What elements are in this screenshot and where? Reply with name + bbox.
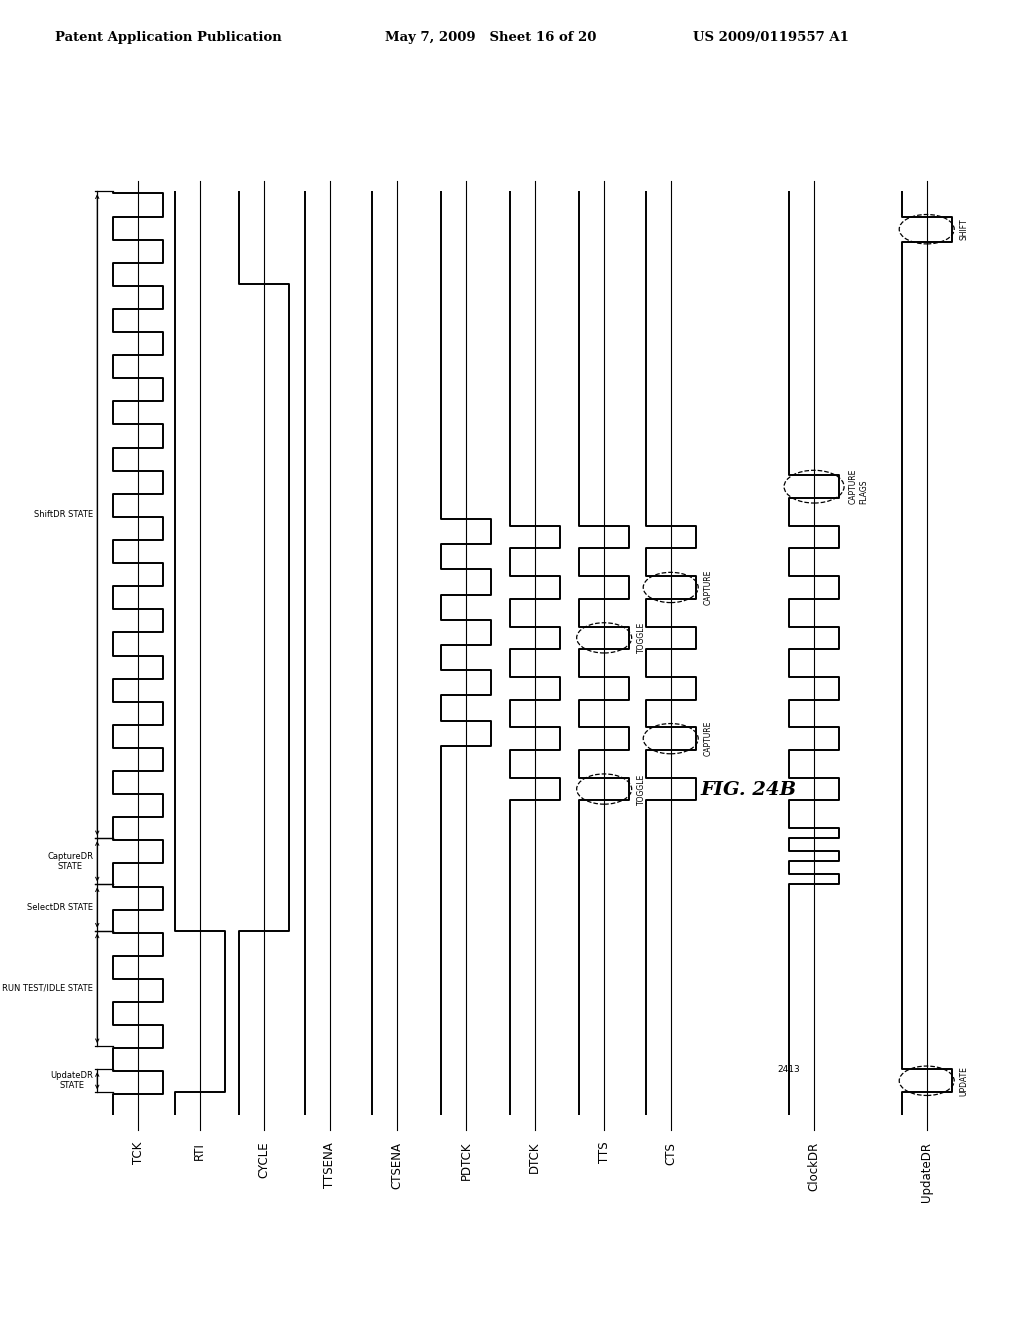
Text: US 2009/0119557 A1: US 2009/0119557 A1 xyxy=(693,30,849,44)
Text: ClockDR: ClockDR xyxy=(808,1142,820,1191)
Text: UPDATE: UPDATE xyxy=(959,1065,969,1096)
Text: TOGGLE: TOGGLE xyxy=(637,622,646,653)
Text: May 7, 2009   Sheet 16 of 20: May 7, 2009 Sheet 16 of 20 xyxy=(385,30,596,44)
Text: CAPTURE: CAPTURE xyxy=(703,570,713,605)
Text: PDTCK: PDTCK xyxy=(460,1142,472,1180)
Text: RUN TEST/IDLE STATE: RUN TEST/IDLE STATE xyxy=(2,983,93,993)
Text: CYCLE: CYCLE xyxy=(258,1142,270,1179)
Text: 2413: 2413 xyxy=(777,1065,801,1073)
Text: TTS: TTS xyxy=(598,1142,610,1163)
Text: SHIFT: SHIFT xyxy=(959,218,969,240)
Text: UpdateDR: UpdateDR xyxy=(921,1142,933,1201)
Text: CTS: CTS xyxy=(665,1142,677,1164)
Text: Patent Application Publication: Patent Application Publication xyxy=(55,30,282,44)
Text: UpdateDR
STATE: UpdateDR STATE xyxy=(50,1071,93,1090)
Text: SelectDR STATE: SelectDR STATE xyxy=(28,903,93,912)
Text: CaptureDR
STATE: CaptureDR STATE xyxy=(47,851,93,871)
Text: CTSENA: CTSENA xyxy=(391,1142,403,1189)
Text: TTSENA: TTSENA xyxy=(324,1142,336,1188)
Text: CAPTURE
FLAGS: CAPTURE FLAGS xyxy=(849,469,868,504)
Text: CAPTURE: CAPTURE xyxy=(703,721,713,756)
Text: TOGGLE: TOGGLE xyxy=(637,774,646,805)
Text: RTI: RTI xyxy=(194,1142,206,1160)
Text: DTCK: DTCK xyxy=(528,1142,541,1173)
Text: ShiftDR STATE: ShiftDR STATE xyxy=(34,511,93,519)
Text: TCK: TCK xyxy=(132,1142,144,1164)
Text: FIG. 24B: FIG. 24B xyxy=(700,781,796,799)
